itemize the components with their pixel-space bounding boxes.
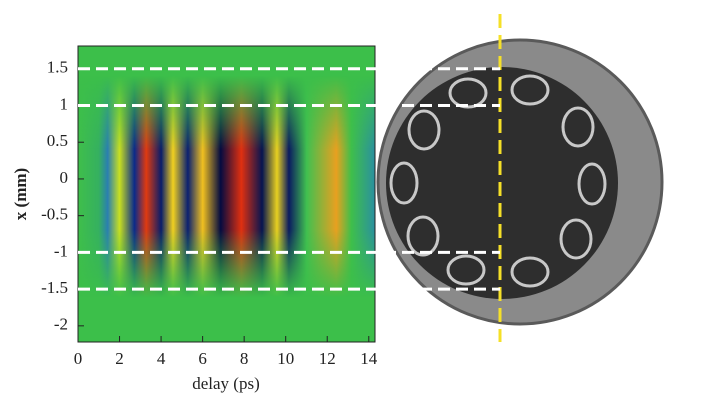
heatmap-image [77, 45, 376, 343]
x-tick-label: 2 [115, 349, 124, 368]
x-tick-label: 0 [74, 349, 83, 368]
y-tick-label: 0.5 [47, 131, 68, 150]
x-tick-label: 12 [319, 349, 336, 368]
y-axis-label: x (mm) [11, 168, 30, 220]
y-tick-label: -2 [54, 315, 68, 334]
x-axis-label: delay (ps) [192, 374, 260, 393]
x-tick-label: 8 [240, 349, 249, 368]
x-tick-label: 6 [198, 349, 207, 368]
x-tick-label: 4 [157, 349, 166, 368]
y-tick-label: 1.5 [47, 58, 68, 77]
x-tick-label: 14 [360, 349, 378, 368]
y-tick-label: -1.5 [41, 278, 68, 297]
fiber-photo [376, 38, 664, 326]
y-tick-label: 0 [60, 168, 69, 187]
y-tick-label: -1 [54, 241, 68, 260]
x-tick-label: 10 [277, 349, 294, 368]
y-tick-label: 1 [60, 94, 69, 113]
y-tick-label: -0.5 [41, 205, 68, 224]
